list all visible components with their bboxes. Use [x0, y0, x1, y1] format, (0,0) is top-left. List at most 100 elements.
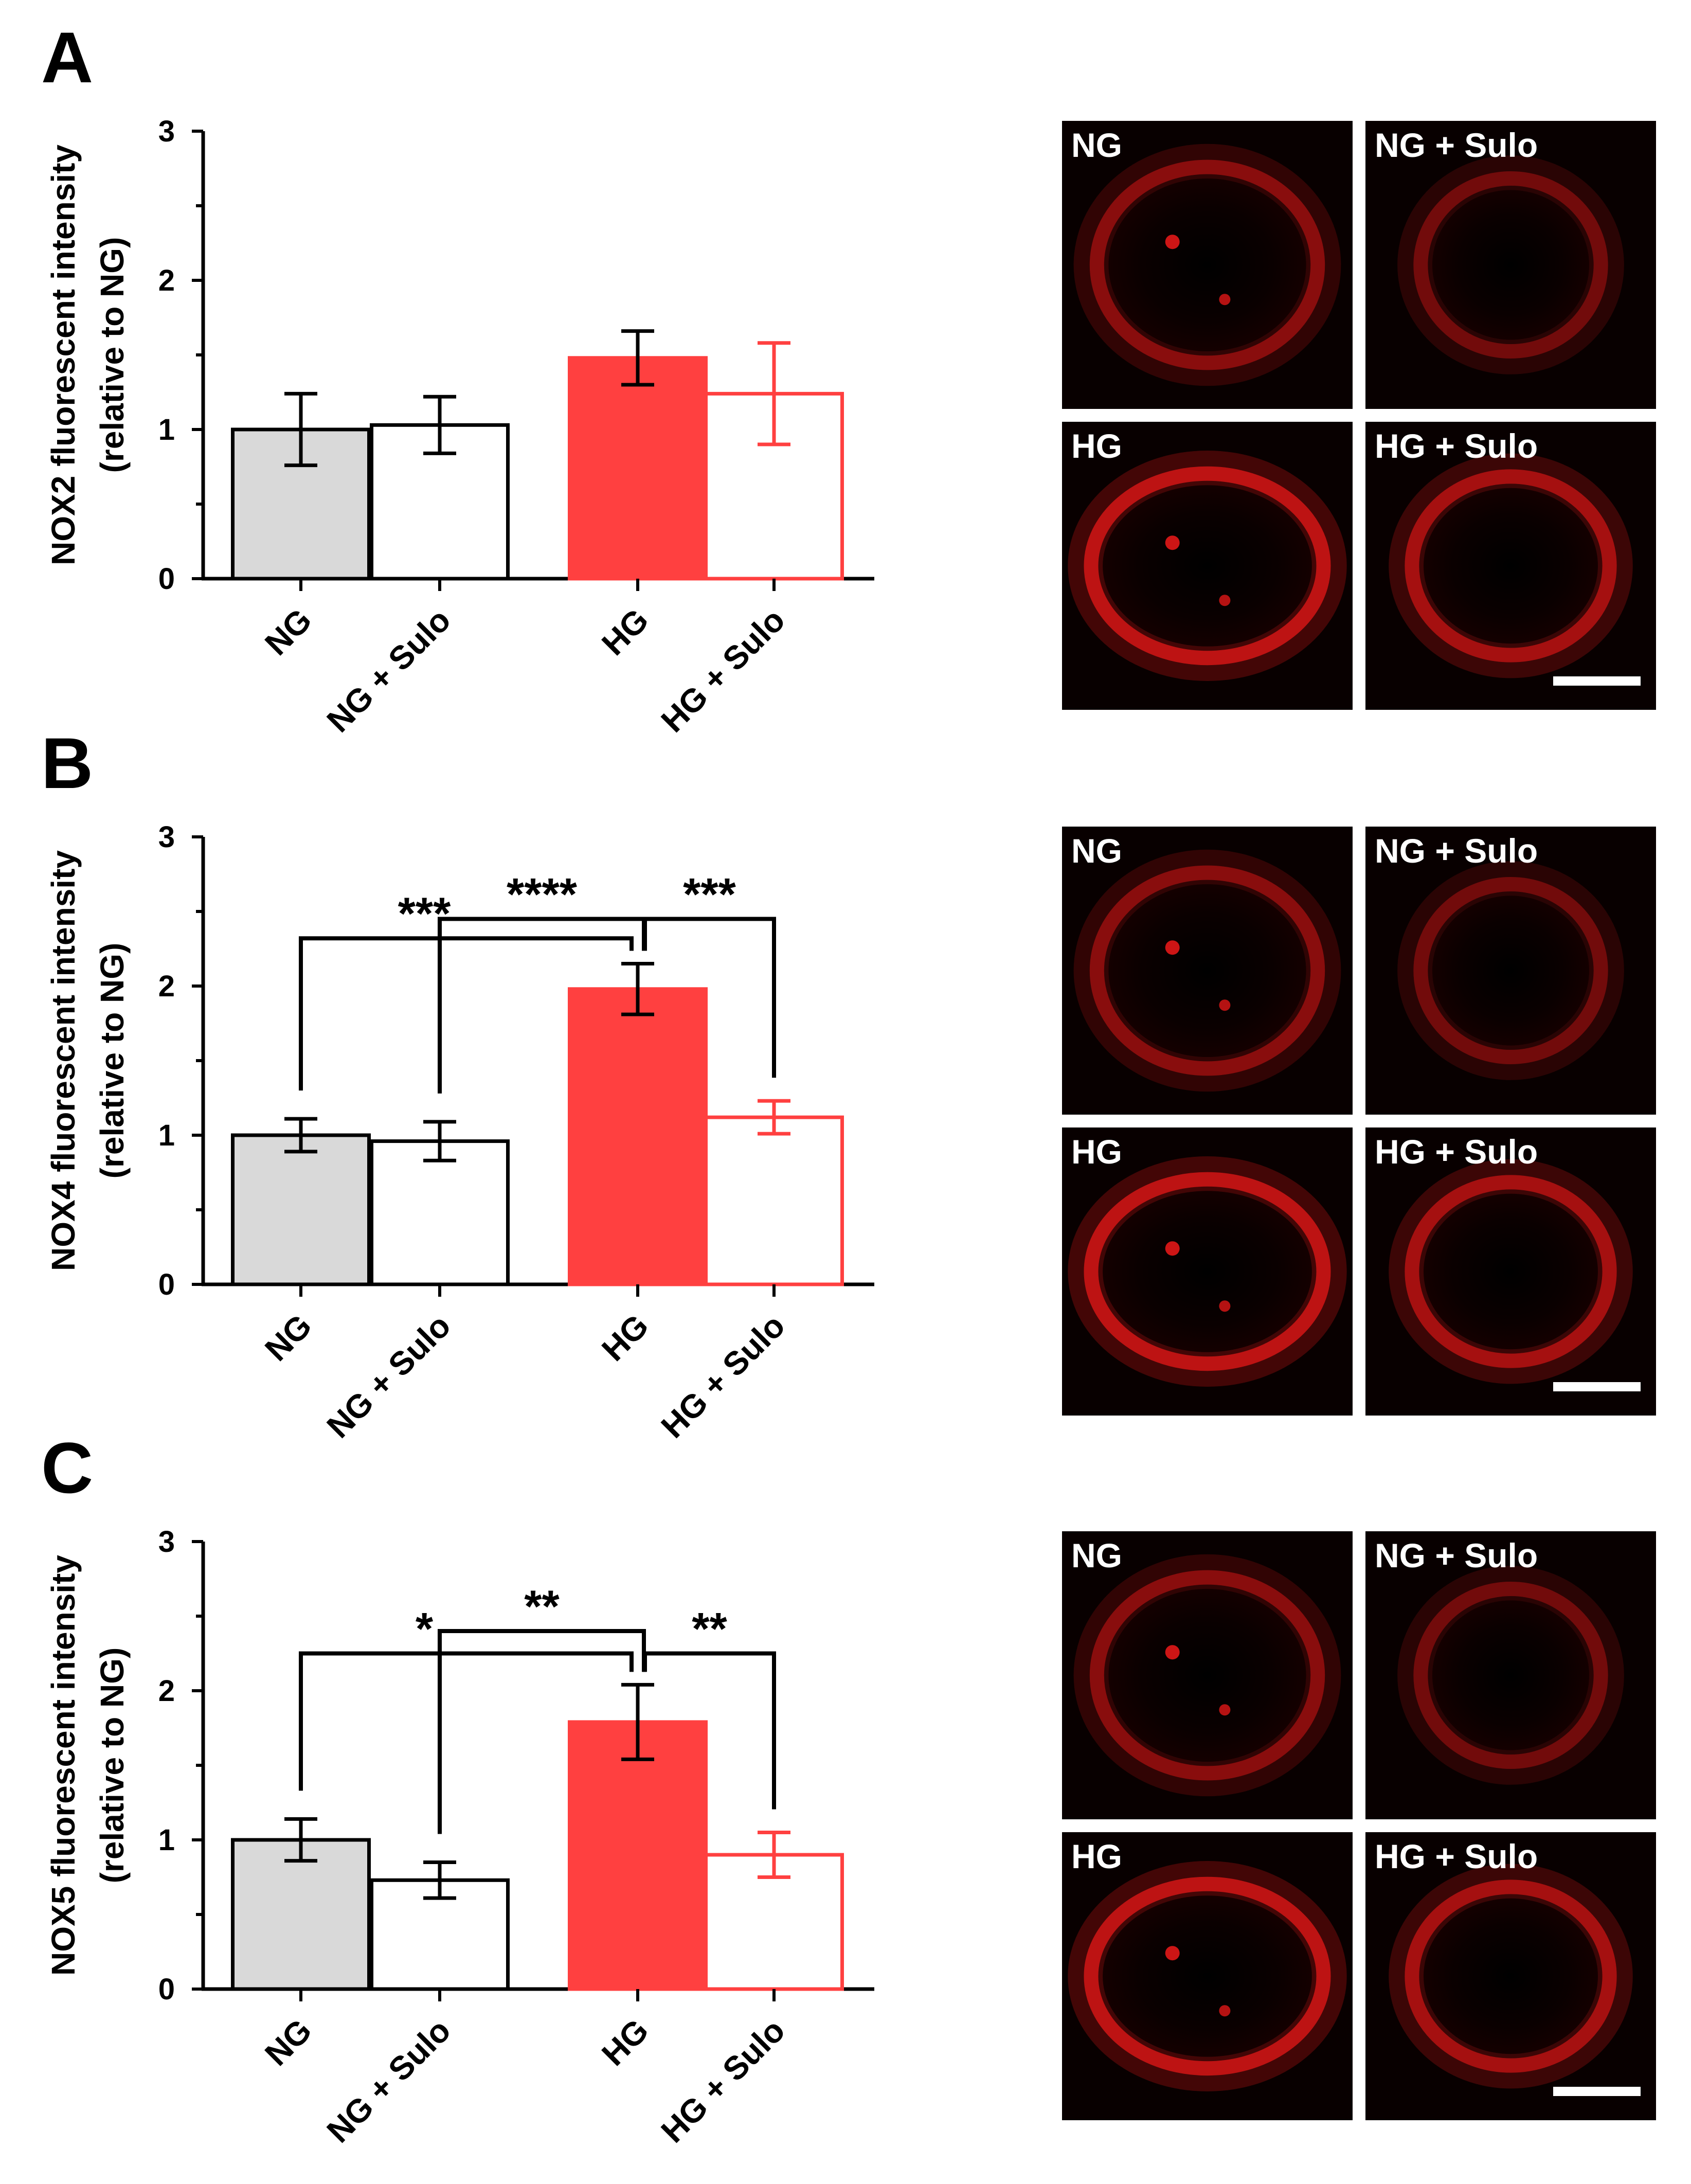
x-tick-label: HG + Sulo: [654, 1307, 791, 1445]
vessel-ring: [1413, 1582, 1608, 1769]
vessel-ring: [1089, 865, 1325, 1076]
vessel-ring: [1089, 159, 1325, 370]
micrograph-label: NG: [1071, 126, 1122, 164]
y-axis-label: NOX2 fluorescent intensity: [45, 145, 82, 565]
micrograph: HG + Sulo: [1365, 1832, 1656, 2120]
vessel-lumen: [1432, 190, 1590, 340]
y-axis-label: NOX5 fluorescent intensity: [45, 1555, 82, 1976]
micrograph-label: HG: [1071, 1133, 1122, 1171]
fluorescent-spot: [1219, 2005, 1231, 2017]
micrograph: HG: [1062, 1832, 1353, 2120]
vessel-ring: [1089, 1570, 1325, 1781]
y-axis-label-sub: (relative to NG): [94, 1648, 131, 1884]
y-tick-label: 0: [158, 1268, 175, 1301]
vessel-lumen: [1103, 1895, 1312, 2057]
micrograph-label: NG + Sulo: [1375, 832, 1538, 870]
vessel-ring: [1084, 1876, 1331, 2076]
significance-bracket: **: [643, 1603, 776, 1810]
vessel-ring: [1405, 1879, 1617, 2073]
x-tick-label: NG: [258, 601, 319, 663]
x-tick-label: HG: [595, 1307, 656, 1368]
micrograph: HG + Sulo: [1365, 422, 1656, 710]
y-tick-label: 2: [158, 264, 175, 297]
micrograph: NG + Sulo: [1365, 1531, 1656, 1819]
vessel-lumen: [1424, 488, 1598, 644]
panel-c: C NOX5 fluorescent intensity (relative to …: [41, 1427, 1656, 2150]
y-tick-label: 3: [158, 115, 175, 148]
micrograph: HG + Sulo: [1365, 1127, 1656, 1416]
bracket-line: [299, 936, 634, 1091]
panel-a: A NOX2 fluorescent intensity (relative to …: [41, 17, 1656, 739]
x-tick-label: NG + Sulo: [319, 1307, 457, 1445]
bracket-line: [299, 1651, 634, 1791]
fluorescent-spot: [1219, 595, 1231, 606]
panel-letter: A: [41, 17, 93, 98]
x-tick-label: HG: [595, 2012, 656, 2073]
micrograph-label: NG: [1071, 832, 1122, 870]
y-axis-label: NOX4 fluorescent intensity: [45, 850, 82, 1271]
y-tick-label: 2: [158, 1674, 175, 1708]
micrograph: NG: [1062, 827, 1353, 1115]
bar: [568, 1720, 708, 1991]
x-tick-label: NG: [258, 2012, 319, 2073]
vessel-lumen: [1108, 178, 1306, 351]
y-tick-label: 3: [158, 1525, 175, 1559]
y-axis-label-sub: (relative to NG): [94, 237, 131, 473]
micrograph-label: HG + Sulo: [1375, 1133, 1538, 1171]
x-tick-label: NG + Sulo: [319, 601, 457, 739]
vessel-ring: [1413, 171, 1608, 359]
vessel-lumen: [1432, 896, 1590, 1046]
y-tick-label: 1: [158, 1823, 175, 1857]
significance-label: **: [524, 1581, 560, 1632]
vessel-ring: [1405, 1175, 1617, 1368]
panel-b: B NOX4 fluorescent intensity (relative to …: [41, 723, 1656, 1445]
vessel-lumen: [1108, 1589, 1306, 1762]
x-tick-label: NG: [258, 1307, 319, 1368]
fluorescent-spot: [1165, 235, 1180, 249]
vessel-lumen: [1103, 485, 1312, 647]
fluorescent-spot: [1219, 999, 1231, 1011]
fluorescent-spot: [1219, 1704, 1231, 1716]
micrograph-label: HG: [1071, 1837, 1122, 1875]
vessel-ring: [1084, 1172, 1331, 1371]
fluorescent-spot: [1165, 1946, 1180, 1961]
y-tick-label: 1: [158, 1119, 175, 1152]
fluorescent-spot: [1165, 940, 1180, 955]
significance-bracket: ***: [299, 888, 634, 1091]
micrograph: NG: [1062, 121, 1353, 409]
y-tick-label: 0: [158, 1973, 175, 2006]
micrograph: NG + Sulo: [1365, 827, 1656, 1115]
fluorescent-spot: [1165, 535, 1180, 550]
bar: [370, 1139, 510, 1286]
significance-bracket: ***: [643, 869, 776, 1078]
fluorescent-spot: [1219, 1300, 1231, 1312]
vessel-ring: [1405, 469, 1617, 663]
y-tick-label: 0: [158, 562, 175, 596]
vessel-lumen: [1103, 1191, 1312, 1352]
micrograph-label: NG: [1071, 1536, 1122, 1574]
bar: [568, 356, 708, 581]
x-tick-label: HG + Sulo: [654, 2012, 791, 2150]
significance-label: ****: [507, 869, 578, 920]
bar: [231, 1133, 371, 1286]
scale-bar: [1553, 1382, 1641, 1391]
vessel-lumen: [1108, 884, 1306, 1057]
y-tick-label: 3: [158, 820, 175, 854]
vessel-ring: [1084, 466, 1331, 666]
scale-bar: [1553, 676, 1641, 686]
micrograph-label: HG + Sulo: [1375, 1837, 1538, 1875]
vessel-lumen: [1424, 1898, 1598, 2054]
x-tick-label: NG + Sulo: [319, 2012, 457, 2150]
bar: [704, 1115, 844, 1286]
micrograph-label: NG + Sulo: [1375, 126, 1538, 164]
panel-letter: B: [41, 723, 93, 803]
micrograph: NG + Sulo: [1365, 121, 1656, 409]
y-tick-label: 1: [158, 413, 175, 446]
micrograph: NG: [1062, 1531, 1353, 1819]
significance-label: **: [692, 1603, 727, 1654]
significance-bracket: *: [299, 1603, 634, 1791]
vessel-ring: [1413, 877, 1608, 1064]
significance-label: *: [416, 1603, 434, 1654]
bar: [568, 987, 708, 1286]
